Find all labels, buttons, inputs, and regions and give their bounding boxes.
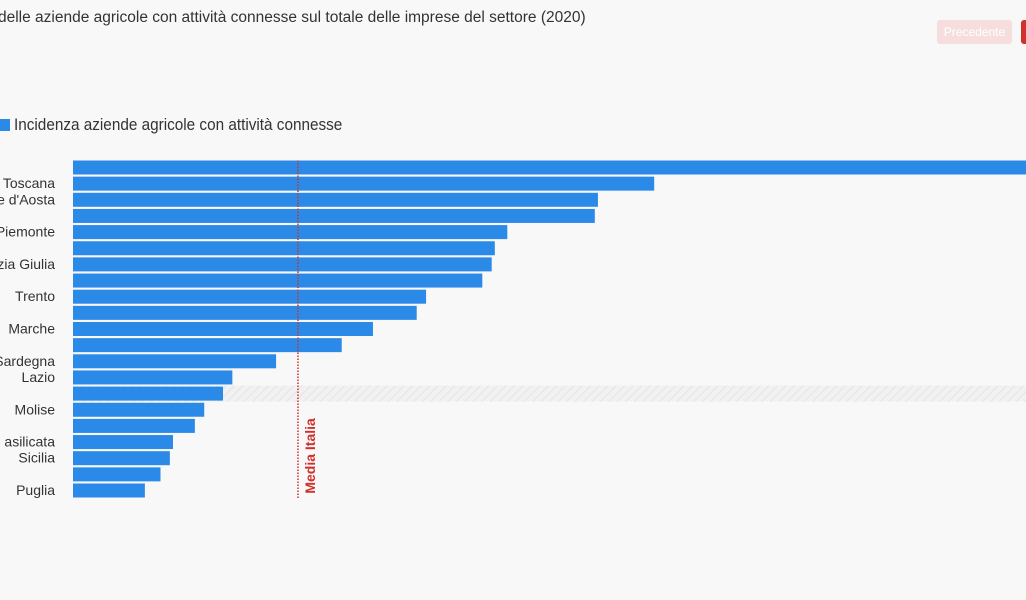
category-label: Toscana: [3, 175, 55, 191]
category-label: Sicilia: [18, 450, 55, 466]
bar[interactable]: [73, 386, 223, 401]
reference-line-label: Media Italia: [302, 418, 318, 494]
bar[interactable]: [73, 322, 373, 336]
bar[interactable]: [73, 483, 145, 498]
chart-legend: Incidenza aziende agricole con attività …: [0, 115, 379, 134]
bar[interactable]: [73, 451, 170, 466]
bar[interactable]: [73, 273, 483, 288]
category-label: Molise: [15, 401, 56, 417]
bar[interactable]: [73, 176, 655, 191]
category-label: Sardegna: [0, 353, 55, 369]
category-label: asilicata: [4, 434, 55, 450]
bar[interactable]: [73, 225, 508, 240]
bar[interactable]: [73, 241, 495, 256]
bar[interactable]: [73, 354, 277, 369]
legend-label: Incidenza aziende agricole con attività …: [14, 115, 343, 134]
bar[interactable]: [73, 338, 342, 353]
category-label: e d'Aosta: [0, 191, 55, 207]
category-label: Puglia: [16, 482, 55, 498]
bar[interactable]: [73, 402, 205, 417]
category-label: Trento: [15, 288, 55, 304]
chart-title: delle aziende agricole con attività conn…: [0, 9, 586, 26]
bar[interactable]: [73, 305, 417, 320]
category-label: zia Giulia: [0, 256, 55, 272]
bar[interactable]: [73, 257, 492, 272]
next-button[interactable]: [1021, 20, 1026, 44]
bar[interactable]: [73, 435, 173, 450]
bar[interactable]: [73, 160, 1026, 175]
bar[interactable]: [73, 208, 595, 223]
highlight-band: [73, 385, 1026, 402]
previous-button[interactable]: Precedente: [937, 20, 1012, 44]
bar[interactable]: [73, 192, 598, 207]
category-label: Lazio: [22, 369, 56, 385]
category-label: Marche: [8, 321, 55, 337]
category-label: Piemonte: [0, 224, 55, 240]
legend-swatch: [0, 119, 10, 131]
bar[interactable]: [73, 289, 427, 304]
bar[interactable]: [73, 467, 161, 482]
bar[interactable]: [73, 418, 195, 433]
bar[interactable]: [73, 370, 233, 385]
